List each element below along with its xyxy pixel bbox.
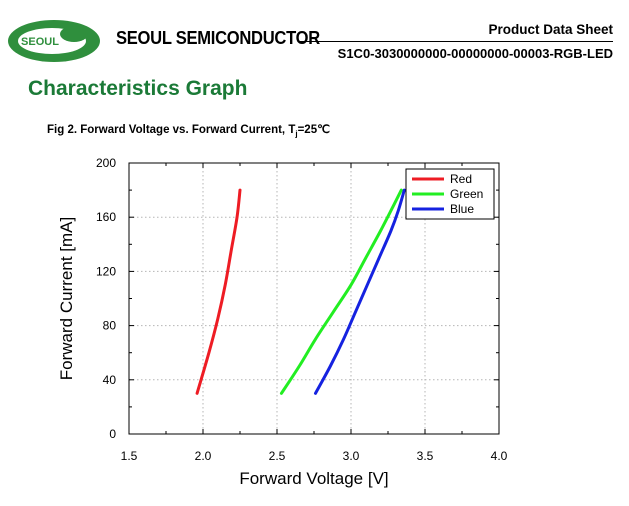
y-tick-label: 200	[96, 156, 116, 170]
seoul-logo: SEOUL	[8, 20, 100, 62]
figure-title: Fig 2. Forward Voltage vs. Forward Curre…	[47, 122, 330, 138]
x-tick-label: 2.5	[269, 449, 286, 463]
logo-text: SEOUL	[21, 36, 59, 48]
document-type: Product Data Sheet	[488, 22, 613, 37]
figure-title-subscript: j	[295, 129, 298, 139]
x-axis-label: Forward Voltage [V]	[239, 469, 388, 488]
y-tick-label: 160	[96, 210, 116, 224]
x-tick-label: 3.5	[417, 449, 434, 463]
y-tick-label: 40	[103, 373, 117, 387]
brand-name: SEOUL SEMICONDUCTOR	[116, 28, 320, 48]
header-rule	[300, 41, 613, 42]
legend-label-red: Red	[450, 172, 472, 186]
section-title: Characteristics Graph	[28, 77, 248, 100]
series-line-red	[195, 188, 242, 395]
x-tick-label: 1.5	[121, 449, 138, 463]
series-line-blue	[313, 188, 406, 395]
series-line-green	[279, 188, 403, 395]
y-tick-label: 80	[103, 319, 117, 333]
legend-label-blue: Blue	[450, 202, 474, 216]
x-tick-label: 3.0	[343, 449, 360, 463]
figure-title-prefix: Fig 2. Forward Voltage vs. Forward Curre…	[47, 124, 296, 136]
x-tick-label: 2.0	[195, 449, 212, 463]
legend-label-green: Green	[450, 187, 483, 201]
y-tick-label: 0	[109, 427, 116, 441]
part-number: S1C0-3030000000-00000000-00003-RGB-LED	[337, 46, 613, 61]
figure-title-suffix: =25℃	[297, 124, 331, 136]
x-tick-label: 4.0	[491, 449, 508, 463]
y-axis-label: Forward Current [mA]	[57, 217, 76, 380]
y-tick-label: 120	[96, 264, 116, 278]
